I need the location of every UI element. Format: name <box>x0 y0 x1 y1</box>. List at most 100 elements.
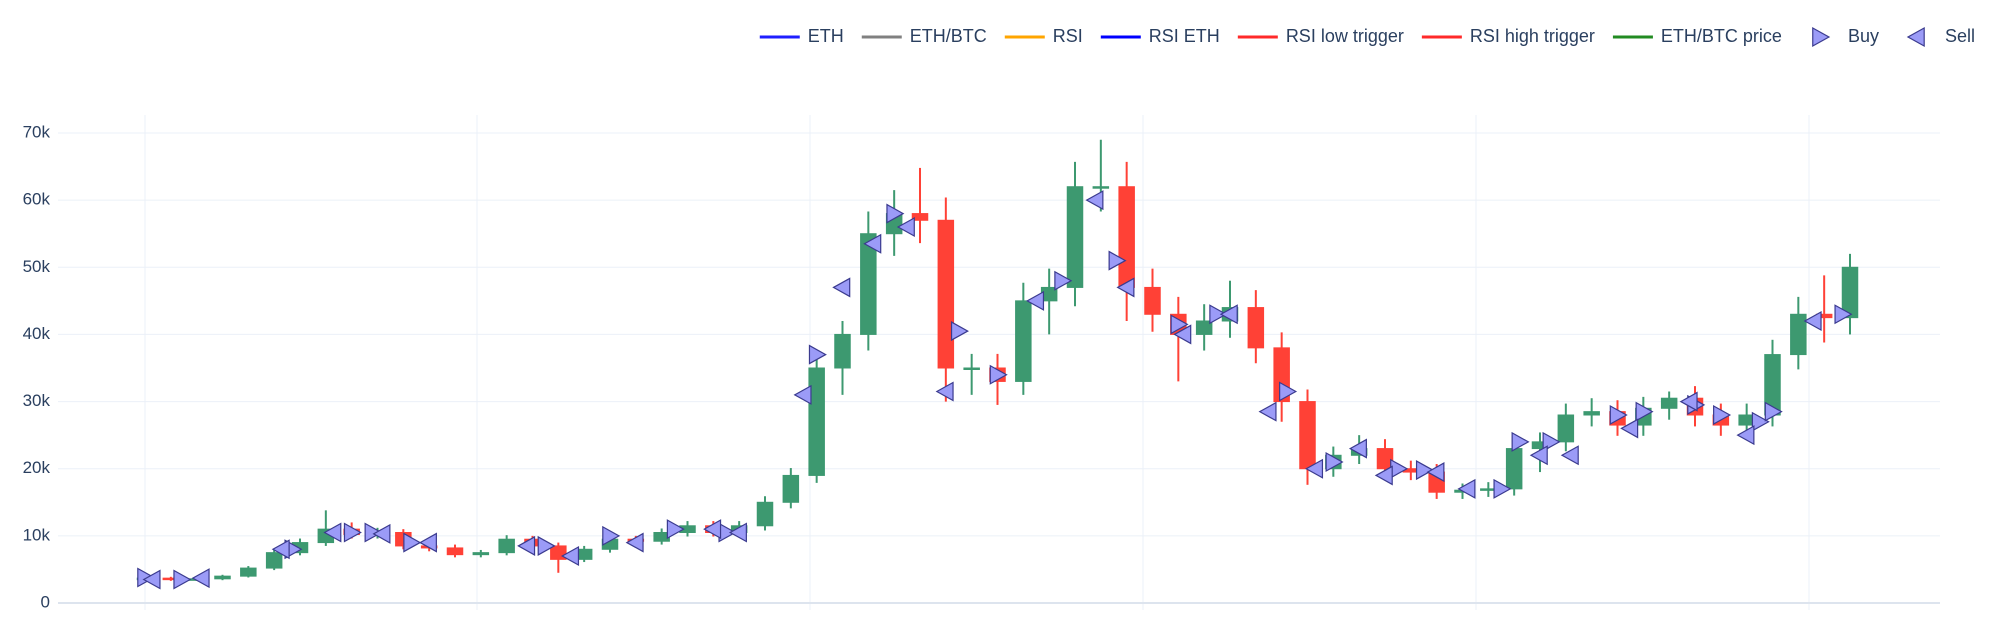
trade-marker <box>1170 314 1189 335</box>
trade-marker <box>896 216 915 238</box>
trade-marker <box>1679 391 1698 412</box>
candle-body <box>1841 266 1859 319</box>
trade-marker <box>863 233 882 254</box>
y-tick-label: 50k <box>23 257 51 276</box>
candle-body <box>1557 414 1575 443</box>
trade-marker <box>142 569 161 590</box>
trade-marker <box>364 522 383 543</box>
y-grid: 0 10k 20k 30k 40k 50k 60k 70k <box>23 122 1940 611</box>
plot-area <box>136 139 1859 590</box>
trade-marker <box>1108 250 1127 271</box>
trade-marker <box>1279 381 1298 402</box>
legend-item: ETH <box>759 26 844 46</box>
trade-marker <box>1609 404 1628 426</box>
legend-item: ETH/BTC <box>861 26 987 46</box>
legend-label: RSI high trigger <box>1470 26 1595 46</box>
legend-label: ETH <box>808 26 844 46</box>
y-tick-label: 70k <box>23 122 51 141</box>
candle-body <box>1376 448 1394 470</box>
trade-marker <box>1258 401 1277 422</box>
candle-body <box>756 501 774 527</box>
trade-marker <box>1374 465 1393 486</box>
trade-marker <box>1219 304 1238 325</box>
trade-marker <box>602 525 621 546</box>
trade-marker <box>1348 438 1367 459</box>
trade-marker <box>808 344 827 365</box>
trade-marker <box>625 532 644 553</box>
trade-marker <box>173 569 192 590</box>
candle-body <box>265 552 283 569</box>
candle-body <box>472 552 490 556</box>
trade-marker <box>728 522 747 543</box>
candle-body <box>1299 401 1316 470</box>
candle-body <box>1247 307 1265 349</box>
legend-item: RSI ETH <box>1100 26 1220 46</box>
trade-marker <box>703 519 722 540</box>
trade-marker <box>1026 290 1045 311</box>
trade-marker <box>666 519 685 540</box>
legend-label: Sell <box>1945 26 1975 46</box>
trade-marker <box>1054 270 1073 291</box>
candle-body <box>937 219 955 369</box>
trade-marker <box>537 535 556 556</box>
legend-swatch <box>1906 26 1925 48</box>
candle-body <box>1790 313 1807 356</box>
trade-marker <box>935 381 954 402</box>
trade-marker <box>886 203 905 224</box>
candle-body <box>446 547 464 556</box>
trade-marker <box>1529 445 1548 466</box>
trade-marker <box>1511 431 1530 452</box>
legend-swatch <box>1812 26 1831 48</box>
y-tick-label: 0 <box>41 592 50 611</box>
trade-marker <box>1834 304 1853 325</box>
y-tick-label: 30k <box>23 391 51 410</box>
trade-marker <box>1325 451 1344 473</box>
y-tick-label: 40k <box>23 324 51 343</box>
candle-body <box>1195 320 1213 335</box>
legend-label: ETH/BTC <box>910 26 987 46</box>
legend-item: Buy <box>1812 26 1879 48</box>
candle-body <box>1660 397 1678 409</box>
trade-marker <box>1085 190 1104 211</box>
trade-marker <box>793 384 812 405</box>
trade-marker <box>989 364 1008 385</box>
candle-body <box>911 213 929 221</box>
legend-item: RSI low trigger <box>1237 26 1404 46</box>
trade-marker <box>1764 401 1783 422</box>
trade-marker <box>1713 404 1732 426</box>
trade-marker <box>832 277 851 298</box>
candle-body <box>1118 186 1135 288</box>
trade-marker <box>1635 401 1654 422</box>
trade-marker <box>950 321 969 342</box>
candle-body <box>860 233 877 335</box>
trade-marker <box>191 568 210 589</box>
candle-body <box>240 567 257 577</box>
candle-body <box>1144 286 1161 315</box>
trade-marker <box>1426 462 1445 483</box>
trade-marker <box>1620 418 1639 439</box>
trade-marker <box>561 545 580 567</box>
y-tick-label: 60k <box>23 190 51 209</box>
trade-marker <box>1415 460 1434 481</box>
trade-marker <box>137 567 156 588</box>
trade-marker <box>1736 425 1755 446</box>
legend-label: RSI <box>1053 26 1083 46</box>
trade-marker <box>372 523 391 544</box>
trade-marker <box>1305 458 1324 479</box>
candle-body <box>1092 186 1110 189</box>
legend-label: ETH/BTC price <box>1661 26 1782 46</box>
trade-marker <box>403 532 422 553</box>
legend-label: Buy <box>1848 26 1879 46</box>
candle-body <box>1583 411 1600 416</box>
trade-marker <box>1751 411 1770 432</box>
trade-marker <box>1560 445 1579 466</box>
trade-marker <box>1493 478 1512 499</box>
trade-marker <box>418 532 437 553</box>
y-tick-label: 20k <box>23 458 51 477</box>
candle-body <box>1505 448 1523 490</box>
trade-marker <box>1803 310 1822 332</box>
candle-body <box>1066 186 1084 288</box>
trade-marker <box>323 522 342 543</box>
trade-marker <box>1173 324 1192 345</box>
